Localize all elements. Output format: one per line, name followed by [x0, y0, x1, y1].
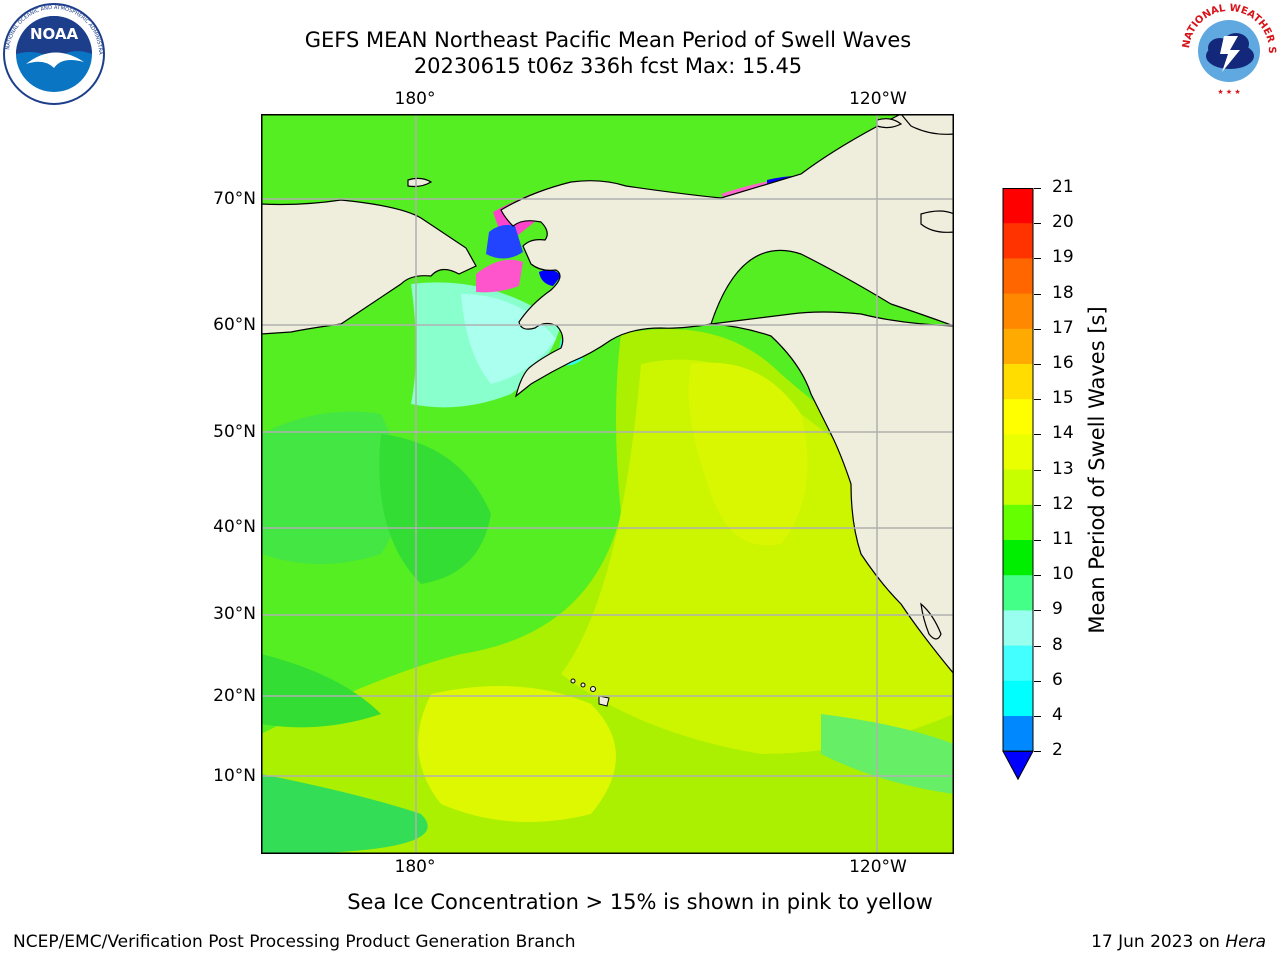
- colorbar-tick: [1034, 504, 1041, 506]
- colorbar-segment: [1003, 364, 1033, 400]
- colorbar-tick-label: 17: [1052, 317, 1074, 338]
- colorbar-segment: [1003, 575, 1033, 611]
- colorbar-tick-label: 12: [1052, 493, 1074, 514]
- colorbar-segment: [1003, 293, 1033, 330]
- colorbar-tick: [1034, 328, 1041, 330]
- hawaii-islands: [570, 678, 610, 707]
- lon-label-bottom-120w: 120°W: [849, 857, 907, 877]
- colorbar-segment: [1003, 188, 1033, 224]
- footer-host: Hera: [1225, 932, 1266, 952]
- colorbar-segment: [1003, 540, 1033, 576]
- colorbar-tick: [1034, 610, 1041, 612]
- lon-label-top-180: 180°: [394, 89, 436, 109]
- colorbar-label: Mean Period of Swell Waves [s]: [1085, 306, 1109, 634]
- lon-label-bottom-180: 180°: [394, 857, 436, 877]
- colorbar-tick-label: 15: [1052, 388, 1074, 409]
- colorbar-tick: [1034, 540, 1041, 541]
- lat-label-40n: 40°N: [213, 517, 256, 537]
- colorbar-segment: [1003, 610, 1033, 647]
- land-siberia: [261, 199, 477, 335]
- noaa-logo-text: NOAA: [30, 25, 79, 43]
- lat-label-70n: 70°N: [213, 189, 256, 209]
- svg-text:★ ★ ★: ★ ★ ★: [1217, 88, 1240, 96]
- colorbar-segment: [1003, 399, 1033, 435]
- map-panel: [261, 114, 954, 854]
- colorbar-tick-label: 6: [1052, 669, 1063, 690]
- colorbar-tick-label: 18: [1052, 282, 1074, 303]
- lat-label-30n: 30°N: [213, 604, 256, 624]
- colorbar-extend-triangle: [1002, 750, 1034, 781]
- colorbar: [1002, 188, 1034, 781]
- colorbar-tick: [1034, 293, 1041, 295]
- noaa-logo: NOAA NATIONAL OCEANIC AND ATMOSPHERIC AD…: [2, 2, 105, 105]
- footer-credit: NCEP/EMC/Verification Post Processing Pr…: [13, 932, 576, 952]
- nws-logo: NATIONAL WEATHER SERVICE ★ ★ ★: [1180, 2, 1277, 98]
- colorbar-tick-label: 20: [1052, 212, 1074, 233]
- colorbar-tick-label: 2: [1052, 740, 1063, 761]
- colorbar-tick-label: 13: [1052, 458, 1074, 479]
- land-north-america: [710, 311, 954, 675]
- colorbar-tick-label: 16: [1052, 353, 1074, 373]
- colorbar-tick: [1034, 680, 1041, 682]
- colorbar-tick: [1034, 258, 1041, 260]
- colorbar-segment: [1003, 434, 1033, 471]
- colorbar-tick: [1034, 188, 1041, 189]
- lat-label-10n: 10°N: [213, 766, 256, 786]
- colorbar-tick: [1034, 223, 1041, 225]
- colorbar-tick: [1034, 399, 1041, 401]
- colorbar-tick: [1034, 645, 1041, 647]
- lat-label-50n: 50°N: [213, 422, 256, 442]
- colorbar-segment: [1003, 469, 1033, 506]
- colorbar-tick-label: 10: [1052, 564, 1074, 585]
- colorbar-tick-label: 14: [1052, 423, 1074, 444]
- colorbar-tick: [1034, 364, 1041, 365]
- title-line-1: GEFS MEAN Northeast Pacific Mean Period …: [304, 28, 912, 52]
- colorbar-tick: [1034, 716, 1041, 717]
- colorbar-tick-label: 8: [1052, 634, 1063, 655]
- colorbar-tick: [1034, 469, 1041, 471]
- colorbar-segment: [1003, 328, 1033, 365]
- colorbar-tick: [1034, 751, 1041, 753]
- graticule: [261, 114, 954, 854]
- title-line-2: 20230615 t06z 336h fcst Max: 15.45: [413, 54, 803, 78]
- lat-label-20n: 20°N: [213, 686, 256, 706]
- lon-label-top-120w: 120°W: [849, 89, 907, 109]
- footer-date: 17 Jun 2023 on Hera: [1091, 932, 1266, 952]
- lat-label-60n: 60°N: [213, 315, 256, 335]
- sea-ice-note: Sea Ice Concentration > 15% is shown in …: [347, 890, 933, 914]
- colorbar-tick-label: 11: [1052, 529, 1074, 549]
- colorbar-segment: [1003, 645, 1033, 682]
- colorbar-tick-label: 19: [1052, 247, 1074, 268]
- colorbar-tick-label: 9: [1052, 599, 1063, 620]
- colorbar-segment: [1003, 258, 1033, 295]
- colorbar-outline: [1002, 188, 1034, 752]
- colorbar-tick-label: 21: [1052, 177, 1074, 197]
- colorbar-segment: [1003, 504, 1033, 541]
- colorbar-segment: [1003, 223, 1033, 259]
- colorbar-tick: [1034, 434, 1041, 436]
- colorbar-tick-label: 4: [1052, 705, 1063, 725]
- footer-date-text: 17 Jun 2023 on: [1091, 932, 1226, 952]
- colorbar-segment: [1003, 680, 1033, 717]
- colorbar-segment: [1003, 716, 1033, 752]
- colorbar-tick: [1034, 575, 1041, 577]
